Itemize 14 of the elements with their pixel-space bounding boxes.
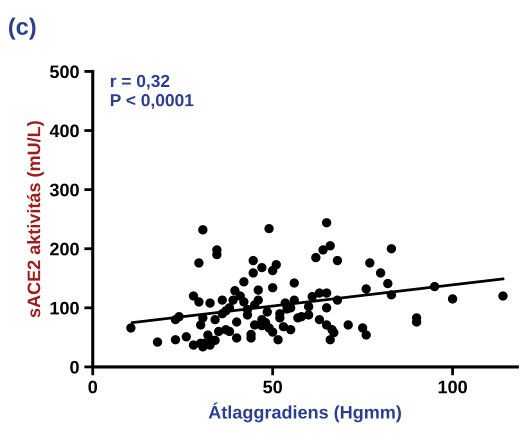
y-tick-label: 400 bbox=[50, 124, 79, 138]
y-tick-label: 100 bbox=[50, 302, 79, 315]
x-tick-label: 0 bbox=[88, 380, 98, 394]
y-tick-label: 300 bbox=[50, 184, 79, 196]
y-tick-label: 0 bbox=[70, 360, 79, 374]
x-tick-label: 100 bbox=[438, 380, 467, 394]
y-axis-title: sACE2 aktivitás (mU/L) bbox=[26, 121, 44, 318]
y-tick-label: 200 bbox=[50, 242, 79, 256]
chart-title: (c) bbox=[8, 18, 36, 40]
annotation: P < 0,0001 bbox=[110, 94, 194, 109]
x-axis-title: Átlaggradiens (Hgmm) bbox=[208, 402, 401, 422]
annotation: r = 0,32 bbox=[110, 74, 170, 90]
x-tick-label: 50 bbox=[263, 380, 282, 394]
y-tick-label: 500 bbox=[50, 65, 79, 78]
